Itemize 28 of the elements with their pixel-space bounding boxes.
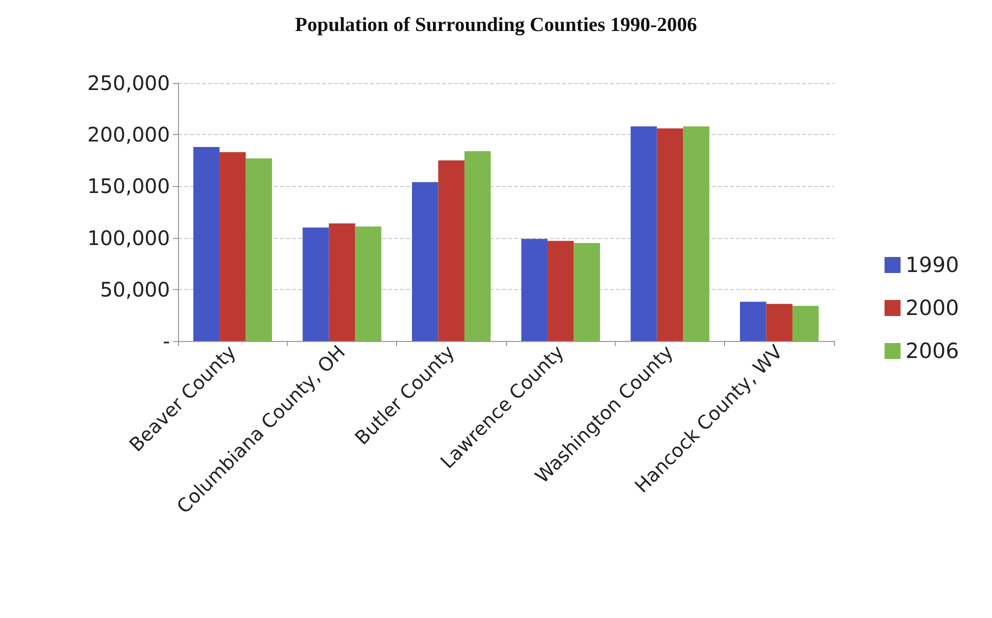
bar — [193, 146, 220, 341]
y-tick-label: 100,000 — [87, 226, 170, 250]
bar — [302, 227, 329, 341]
y-tick-label: 150,000 — [87, 174, 170, 198]
bar — [246, 158, 272, 341]
bar — [464, 151, 491, 341]
y-tick-label: 200,000 — [87, 122, 170, 147]
bar — [683, 126, 710, 341]
bar — [740, 302, 766, 341]
bar — [220, 152, 246, 341]
y-tick-label: 250,000 — [87, 71, 170, 95]
legend-label: 2000 — [906, 296, 960, 320]
bar — [438, 160, 464, 341]
bar — [412, 182, 438, 341]
y-tick-label: - — [162, 329, 170, 353]
legend-label: 1990 — [906, 253, 960, 277]
y-tick-label: 50,000 — [100, 277, 170, 302]
bar — [521, 238, 548, 341]
bar — [574, 242, 600, 341]
bar — [548, 240, 574, 341]
bar — [792, 306, 819, 341]
bar — [766, 304, 792, 341]
chart-title: Population of Surrounding Counties 1990-2006 — [295, 14, 697, 36]
legend-label: 2006 — [906, 339, 960, 363]
bar — [630, 126, 657, 341]
bar — [656, 128, 684, 341]
bar — [328, 223, 356, 341]
bar — [355, 226, 382, 341]
